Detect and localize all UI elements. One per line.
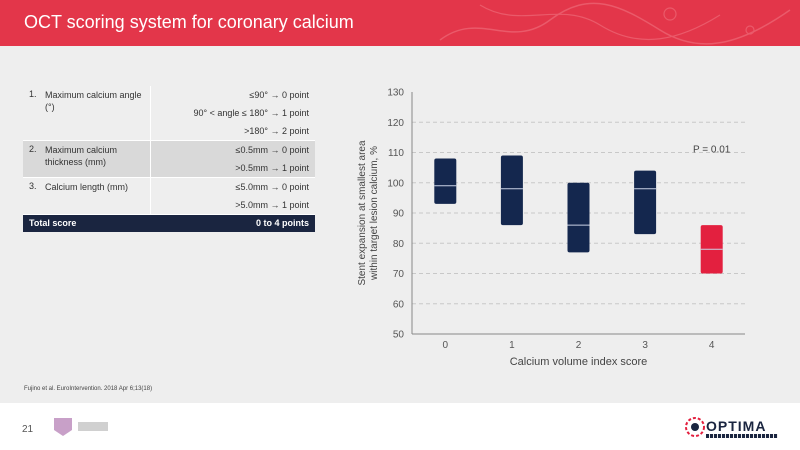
row-number: 2. <box>29 144 37 154</box>
x-tick-label: 1 <box>509 340 515 351</box>
citation: Fujino et al. EuroIntervention. 2018 Apr… <box>24 386 153 392</box>
points-value: ≤90° → 0 point <box>249 90 309 100</box>
total-value: 0 to 4 points <box>150 214 315 232</box>
scoring-table: 1. Maximum calcium angle (°) ≤90° → 0 po… <box>23 86 315 232</box>
y-axis-label: Stent expansion at smallest areawithin t… <box>357 140 380 286</box>
y-tick-label: 60 <box>393 299 405 310</box>
y-tick-label: 100 <box>387 178 404 189</box>
optima-logo-underline <box>706 434 778 438</box>
table-row: 2. Maximum calcium thickness (mm) ≤0.5mm… <box>23 140 315 178</box>
page-title: OCT scoring system for coronary calcium <box>24 12 354 32</box>
box-1 <box>500 155 523 226</box>
y-tick-label: 90 <box>393 209 405 220</box>
footer <box>0 403 800 450</box>
points-value: ≤5.0mm → 0 point <box>235 182 309 192</box>
partner-logo <box>54 418 108 436</box>
p-value-annotation: P = 0.01 <box>693 145 731 156</box>
page-number: 21 <box>22 424 34 435</box>
y-tick-label: 70 <box>393 269 405 280</box>
row-number: 3. <box>29 181 37 191</box>
header-bar: OCT scoring system for coronary calcium <box>0 0 800 46</box>
y-tick-label: 120 <box>387 118 404 129</box>
criterion-label: Maximum calcium thickness (mm) <box>45 145 118 167</box>
points-value: ≤0.5mm → 0 point <box>235 145 309 155</box>
header-decoration <box>439 2 791 45</box>
points-value: >5.0mm → 1 point <box>235 200 309 210</box>
points-value: >0.5mm → 1 point <box>235 163 309 173</box>
y-tick-label: 130 <box>387 88 404 99</box>
criterion-label: Calcium length (mm) <box>45 182 129 192</box>
y-tick-label: 110 <box>388 148 404 159</box>
box-2 <box>567 182 590 253</box>
optima-logo-text: OPTIMA <box>706 418 767 434</box>
total-row: Total score 0 to 4 points <box>23 214 315 232</box>
x-tick-label: 0 <box>443 340 449 351</box>
optima-logo-icon <box>685 417 705 437</box>
box-chart: 50 60 70 80 90 100 110 120 130 0 1 2 3 4 P = 0.01 Calci… <box>357 88 745 368</box>
box-3 <box>634 170 657 235</box>
box-0 <box>434 158 457 204</box>
y-tick-label: 50 <box>393 330 405 341</box>
x-tick-label: 4 <box>709 340 715 351</box>
y-tick-label: 80 <box>393 239 405 250</box>
x-axis-label: Calcium volume index score <box>510 356 648 368</box>
table-row: 1. Maximum calcium angle (°) ≤90° → 0 po… <box>23 86 315 141</box>
criterion-label: Maximum calcium angle (°) <box>45 90 142 112</box>
points-value: 90° < angle ≤ 180° → 1 point <box>193 108 309 118</box>
x-tick-label: 3 <box>642 340 648 351</box>
points-value: >180° → 2 point <box>244 126 309 136</box>
row-number: 1. <box>29 89 37 99</box>
x-tick-label: 2 <box>576 340 582 351</box>
total-label: Total score <box>23 214 151 232</box>
table-row: 3. Calcium length (mm) ≤5.0mm → 0 point … <box>23 177 315 215</box>
